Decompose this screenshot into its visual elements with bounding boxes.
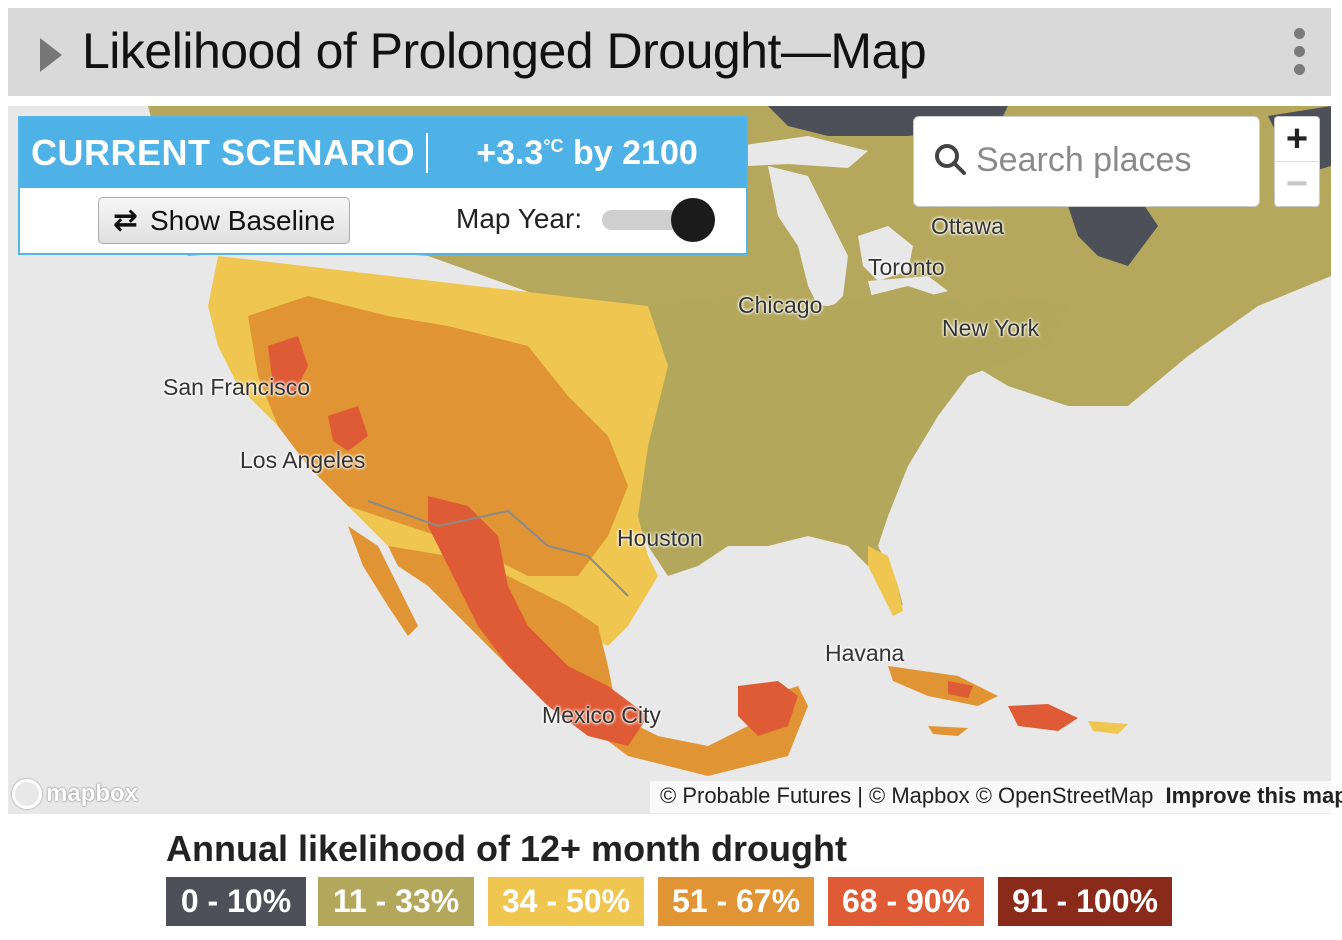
map-attribution: © Probable Futures | © Mapbox © OpenStre… [650,781,1342,813]
city-label-new-york[interactable]: New York [942,315,1040,341]
show-baseline-button[interactable]: ⇄ Show Baseline [98,197,350,244]
page-title: Likelihood of Prolonged Drought—Map [82,23,927,79]
by-word: by [573,133,613,172]
map-year-label: Map Year: [456,203,583,234]
city-label-chicago[interactable]: Chicago [738,292,823,318]
title-bar: Likelihood of Prolonged Drought—Map [8,8,1331,96]
city-label-toronto[interactable]: Toronto [868,254,945,280]
legend-swatch: 68 - 90% [828,877,984,926]
search-icon [935,144,966,175]
city-label-mexico-city[interactable]: Mexico City [542,702,661,728]
scenario-header: CURRENT SCENARIO +3.3°C by 2100 [20,118,746,188]
scenario-panel: CURRENT SCENARIO +3.3°C by 2100 ⇄ Show B… [18,116,748,255]
zoom-in-button[interactable]: + [1275,117,1319,162]
zoom-out-button[interactable]: − [1285,163,1309,205]
mapbox-logo-text: mapbox [46,780,139,807]
caret-right-icon[interactable] [40,38,62,72]
region-eastern-us [628,286,1068,606]
search-box[interactable] [913,116,1260,207]
city-label-houston[interactable]: Houston [617,525,703,551]
map-year-slider-knob[interactable] [671,198,715,242]
city-label-ottawa[interactable]: Ottawa [931,213,1004,239]
scenario-value: +3.3°C by 2100 [428,134,746,173]
scenario-label: CURRENT SCENARIO [30,132,415,173]
legend-title: Annual likelihood of 12+ month drought [166,828,847,869]
city-label-san-francisco[interactable]: San Francisco [163,374,311,400]
legend-swatch: 0 - 10% [166,877,306,926]
warming-value: +3.3 [476,133,544,172]
city-label-los-angeles[interactable]: Los Angeles [240,447,366,473]
scenario-divider [426,133,428,173]
legend-swatch: 11 - 33% [318,877,474,926]
mapbox-logo[interactable]: mapbox [12,779,138,809]
zoom-control: + − [1274,116,1320,207]
improve-map-link[interactable]: Improve this map [1165,783,1342,808]
show-baseline-label: Show Baseline [149,204,336,236]
legend-swatch: 91 - 100% [998,877,1172,926]
scenario-controls: ⇄ Show Baseline Map Year: [20,188,746,254]
attribution-text[interactable]: © Probable Futures | © Mapbox © OpenStre… [660,783,1154,808]
search-input[interactable] [976,141,1246,180]
swap-arrows-icon: ⇄ [112,204,138,237]
legend-swatch: 51 - 67% [658,877,814,926]
legend-swatch: 34 - 50% [488,877,644,926]
kebab-icon[interactable] [1291,28,1307,78]
warming-unit: °C [543,135,564,156]
city-label-havana[interactable]: Havana [825,640,905,666]
mapbox-logo-icon [12,779,42,809]
scenario-year: 2100 [622,133,698,172]
